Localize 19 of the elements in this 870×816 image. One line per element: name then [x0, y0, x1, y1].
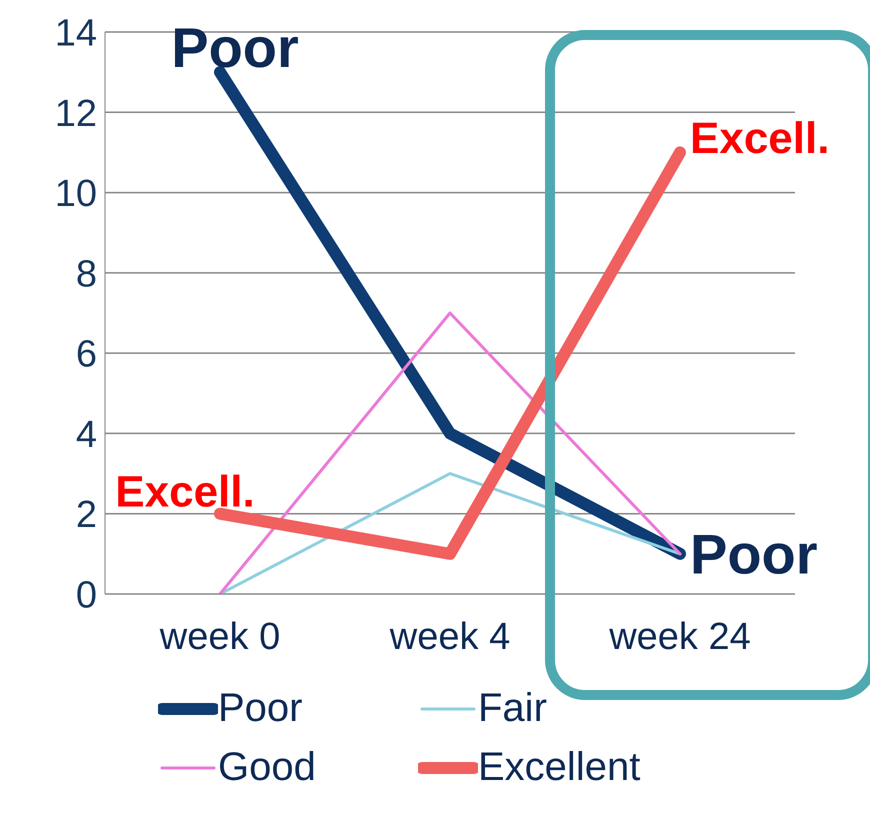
x-tick-label: week 4	[388, 616, 510, 658]
x-tick-label: week 24	[608, 616, 751, 658]
y-tick-label: 6	[76, 334, 97, 376]
annotation: Poor	[690, 522, 818, 586]
y-tick-label: 0	[76, 574, 97, 616]
y-tick-label: 10	[54, 173, 97, 216]
legend-label: Good	[218, 745, 316, 790]
legend-label: Excellent	[478, 745, 640, 790]
annotation: Excell.	[115, 468, 255, 517]
y-tick-label: 12	[54, 92, 97, 135]
annotation: Poor	[171, 16, 299, 80]
y-tick-label: 4	[76, 414, 97, 456]
legend-label: Poor	[218, 686, 302, 731]
x-tick-label: week 0	[158, 616, 280, 658]
y-tick-label: 8	[76, 253, 97, 296]
y-tick-label: 2	[76, 494, 97, 536]
legend-label: Fair	[478, 686, 547, 731]
y-tick-label: 14	[54, 12, 97, 54]
annotation: Excell.	[690, 114, 830, 164]
